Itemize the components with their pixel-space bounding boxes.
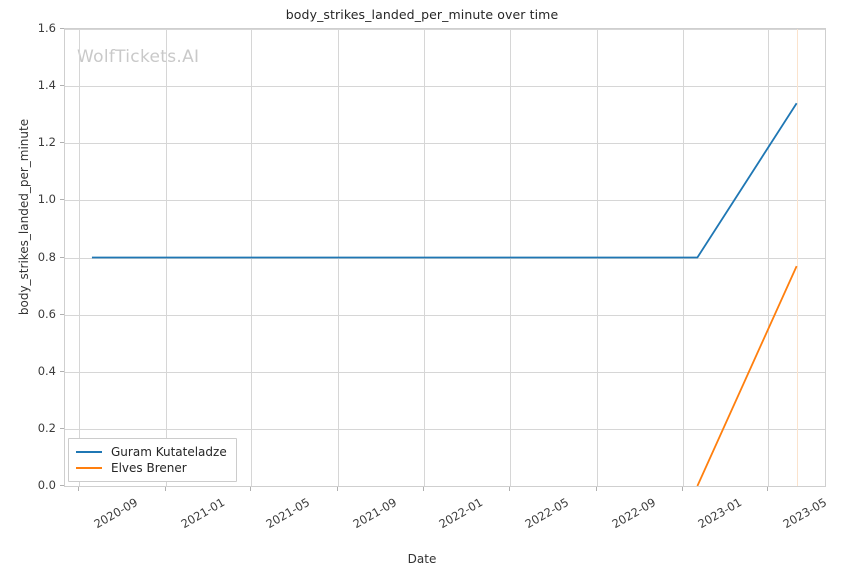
gridline-horizontal	[65, 372, 825, 373]
x-tick-mark	[250, 487, 251, 491]
y-tick-label: 1.4	[37, 78, 56, 93]
legend-item[interactable]: Guram Kutateladze	[76, 444, 227, 460]
x-tick-label: 2021-05	[263, 495, 312, 532]
y-tick-mark	[60, 28, 64, 29]
y-tick-label: 0.8	[37, 249, 56, 264]
gridline-vertical	[79, 29, 80, 486]
x-tick-mark	[509, 487, 510, 491]
gridline-horizontal	[65, 429, 825, 430]
gridline-horizontal	[65, 258, 825, 259]
x-tick-mark	[682, 487, 683, 491]
x-axis-label: Date	[407, 552, 437, 566]
legend-item[interactable]: Elves Brener	[76, 460, 227, 476]
y-tick-label: 0.6	[37, 306, 56, 321]
x-tick-label: 2022-05	[521, 495, 571, 532]
y-tick-mark	[60, 370, 64, 372]
legend-swatch	[76, 467, 102, 469]
y-tick-mark	[60, 485, 64, 486]
plot-area: WolfTickets.AI	[64, 28, 826, 487]
watermark: WolfTickets.AI	[77, 47, 200, 67]
chart-legend[interactable]: Guram Kutateladze Elves Brener	[68, 438, 237, 482]
x-tick-mark	[78, 487, 79, 491]
x-tick-mark	[596, 487, 597, 491]
x-axis-tick-labels: 2020-09 2021-01 2021-05 2021-09 2022-01 2022-…	[0, 487, 844, 547]
y-tick-mark	[60, 199, 64, 201]
x-tick-label: 2020-09	[91, 495, 141, 532]
y-tick-mark	[60, 142, 64, 144]
y-tick-mark	[60, 85, 64, 87]
x-tick-mark	[337, 487, 338, 491]
y-tick-label: 0.4	[37, 363, 56, 378]
gridline-horizontal	[65, 86, 825, 87]
series-line	[91, 102, 798, 259]
y-tick-label: 0.0	[37, 478, 56, 492]
y-tick-label: 1.0	[37, 192, 56, 207]
y-tick-mark	[60, 256, 64, 258]
x-tick-mark	[423, 487, 424, 491]
gridline-vertical	[768, 29, 769, 486]
y-tick-mark	[60, 313, 64, 315]
x-tick-label: 2021-09	[350, 495, 399, 532]
y-axis-tick-labels: 0.0 0.2 0.4 0.6 0.8 1.0 1.2 1.4 1.6	[0, 21, 56, 492]
series-lines	[91, 102, 798, 486]
y-tick-mark	[60, 427, 64, 429]
x-tick-label: 2023-01	[695, 495, 745, 532]
plot-inner: WolfTickets.AI	[65, 29, 825, 486]
legend-label: Elves Brener	[111, 461, 187, 475]
y-tick-label: 1.6	[37, 21, 56, 35]
gridline-horizontal	[65, 143, 825, 144]
x-tick-mark	[165, 487, 166, 491]
y-tick-label: 0.2	[37, 420, 56, 435]
gridline-vertical-accent	[797, 29, 798, 486]
y-tick-label: 1.2	[37, 135, 56, 150]
x-tick-label: 2022-01	[436, 495, 486, 532]
legend-swatch	[76, 451, 102, 453]
x-tick-mark	[767, 487, 768, 491]
x-tick-label: 2022-09	[609, 495, 658, 532]
x-tick-label: 2021-01	[178, 495, 227, 532]
gridline-horizontal	[65, 200, 825, 201]
series-line	[696, 265, 798, 486]
x-tick-label: 2023-05	[780, 495, 830, 532]
gridline-horizontal	[65, 29, 825, 30]
gridline-horizontal	[65, 315, 825, 316]
chart-title: body_strikes_landed_per_minute over time	[285, 7, 559, 22]
y-axis-label: body_strikes_landed_per_minute	[17, 118, 31, 316]
legend-label: Guram Kutateladze	[111, 445, 227, 459]
